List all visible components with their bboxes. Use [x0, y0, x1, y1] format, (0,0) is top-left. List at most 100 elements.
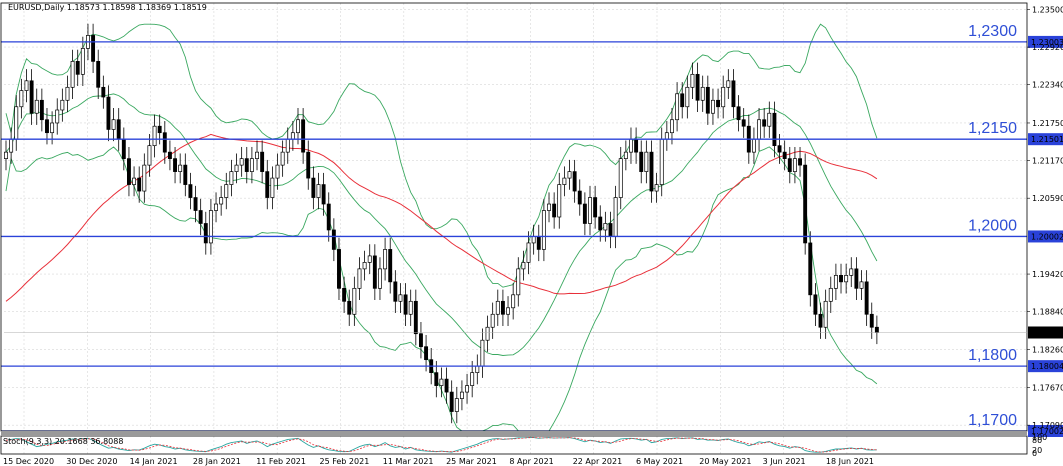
candle-body	[685, 86, 690, 108]
candle-body	[290, 132, 295, 140]
price-tick-label: 1.17090	[1032, 421, 1063, 430]
candle-body	[152, 125, 157, 147]
candle-body	[475, 365, 480, 373]
candle-body	[408, 300, 413, 315]
candle-body	[664, 132, 669, 140]
candle-body	[588, 197, 592, 224]
candle-body	[91, 35, 96, 62]
candle-body	[301, 119, 306, 153]
candle-body	[239, 158, 244, 166]
level-axis-box	[1028, 133, 1063, 146]
current-price-label: 1.18519	[1031, 328, 1063, 337]
price-tick-label: 1.22920	[1032, 43, 1063, 52]
date-tick-label: 8 Apr 2021	[509, 457, 553, 466]
candle-body	[4, 151, 8, 159]
candle-body	[121, 138, 126, 159]
candle-body	[388, 249, 393, 283]
level-axis-label: 1.18004	[1031, 362, 1063, 371]
candle-body	[106, 96, 111, 130]
stoch-main-line	[5, 437, 877, 453]
date-tick-label: 25 Feb 2021	[320, 457, 370, 466]
candle-body	[208, 210, 213, 244]
candle-body	[126, 158, 131, 185]
candle-body	[234, 164, 239, 172]
stoch-tick-label: 0	[1032, 449, 1037, 458]
candle-body	[39, 99, 44, 121]
candle-body	[582, 203, 587, 224]
date-tick-label: 30 Dec 2020	[66, 457, 117, 466]
candle-body	[608, 223, 613, 237]
candle-body	[383, 249, 388, 270]
candle-body	[531, 236, 536, 244]
candle-body	[598, 216, 603, 231]
level-axis-label: 1.23003	[1031, 38, 1063, 47]
candle-body	[96, 61, 101, 88]
candle-body	[275, 164, 280, 179]
candle-body	[541, 210, 546, 250]
candle-body	[567, 171, 572, 179]
level-axis-label: 1.21501	[1031, 135, 1063, 144]
candle-body	[132, 177, 137, 185]
candle-body	[203, 223, 208, 244]
candle-body	[306, 151, 311, 179]
level-axis-box	[1028, 425, 1063, 437]
price-tick-label: 1.21750	[1032, 119, 1063, 128]
candle-body	[162, 132, 167, 153]
stoch-tick-label: 100	[1032, 433, 1047, 442]
candle-body	[219, 197, 224, 205]
candle-body	[270, 177, 275, 198]
candle-body	[75, 61, 80, 75]
level-label: 1,1700	[968, 412, 1017, 429]
candle-body	[839, 275, 843, 283]
candle-body	[675, 93, 680, 121]
candle-body	[654, 184, 659, 192]
candle-body	[285, 138, 290, 153]
candle-body	[418, 333, 423, 348]
candle-body	[767, 112, 772, 127]
stoch-tick-label: 80	[1032, 436, 1042, 445]
candle-body	[157, 125, 162, 134]
candle-body	[459, 391, 464, 399]
stoch-tick-label: 20	[1032, 446, 1042, 455]
date-tick-label: 11 Mar 2021	[383, 457, 434, 466]
candle-body	[618, 158, 623, 198]
candle-body	[639, 151, 644, 172]
candle-body	[772, 112, 777, 147]
candle-body	[731, 80, 736, 108]
level-label: 1,2300	[968, 23, 1017, 40]
candle-body	[470, 372, 475, 386]
candle-body	[311, 177, 316, 198]
candle-body	[562, 177, 567, 185]
candle-body	[316, 184, 321, 198]
candle-body	[495, 300, 500, 315]
band-middle	[5, 93, 878, 356]
candle-body	[321, 184, 326, 205]
candle-body	[167, 151, 172, 159]
candle-body	[695, 73, 700, 101]
candle-body	[357, 268, 362, 289]
moving-average	[5, 133, 878, 302]
candle-body	[833, 275, 838, 289]
candle-body	[536, 236, 541, 250]
date-tick-label: 6 May 2021	[636, 457, 683, 466]
candle-body	[741, 119, 746, 127]
candle-body	[331, 229, 336, 250]
candle-body	[296, 119, 300, 134]
candle-body	[454, 398, 459, 412]
candle-body	[424, 346, 429, 361]
candle-body	[521, 262, 526, 270]
price-tick-label: 1.19420	[1032, 270, 1063, 279]
candle-body	[757, 119, 762, 140]
candle-body	[751, 138, 756, 153]
candle-body	[229, 171, 234, 185]
candle-body	[193, 197, 198, 211]
candle-body	[798, 158, 802, 166]
level-axis-label: 1.17002	[1031, 427, 1063, 436]
chart-header: EURUSD,Daily 1.18573 1.18598 1.18369 1.1…	[8, 3, 207, 12]
candle-body	[700, 86, 705, 101]
candle-body	[803, 164, 808, 244]
level-axis-label: 1.20002	[1031, 232, 1063, 241]
price-tick-label: 1.18840	[1032, 308, 1063, 317]
candle-body	[352, 287, 357, 315]
